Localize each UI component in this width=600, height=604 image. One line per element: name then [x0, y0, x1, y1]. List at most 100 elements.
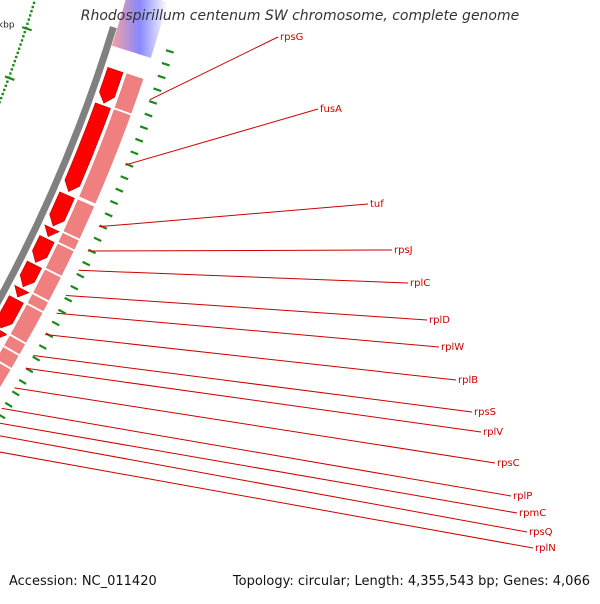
outer-tick	[11, 390, 20, 397]
gene-feature[interactable]	[63, 199, 95, 239]
scale-dot	[16, 51, 19, 55]
gene-feature[interactable]	[114, 73, 144, 114]
accession-label: Accession: NC_011420	[9, 574, 157, 589]
outer-tick	[135, 137, 144, 143]
label-leader	[1, 407, 512, 497]
major-tick	[4, 75, 15, 81]
outer-tick	[82, 260, 91, 267]
outer-tick	[93, 236, 102, 242]
gene-feature[interactable]	[33, 269, 61, 301]
cds-arrow[interactable]	[14, 284, 30, 298]
outer-tick	[87, 248, 97, 255]
scale-dot	[0, 100, 1, 104]
scale-dot	[6, 80, 9, 83]
outer-tick	[148, 100, 158, 105]
map-title: Rhodospirillum centenum SW chromosome, c…	[80, 8, 520, 24]
outer-tick	[109, 199, 119, 206]
gene-label[interactable]: rplP	[513, 491, 532, 502]
scale-ticks: 757 kbp758 kbp759 kbp760 kbp761 kbp762 k…	[0, 1, 174, 420]
gene-label[interactable]: tuf	[370, 199, 384, 210]
label-leader	[0, 435, 528, 533]
cds-arrow[interactable]	[99, 67, 124, 104]
label-leader	[14, 387, 496, 464]
scale-dot	[26, 22, 29, 25]
cds-arrow[interactable]	[64, 102, 111, 192]
outer-tick	[64, 296, 73, 303]
scale-dot	[31, 5, 34, 9]
scale-dot	[32, 1, 36, 5]
major-tick	[21, 26, 33, 32]
scale-dot	[13, 59, 17, 63]
outer-tick	[4, 401, 13, 408]
outer-tick	[0, 413, 6, 420]
scale-dot	[1, 92, 4, 96]
gene-feature[interactable]	[0, 361, 11, 392]
gene-feature[interactable]	[10, 304, 43, 343]
outer-tick	[38, 344, 47, 350]
gene-feature[interactable]	[4, 335, 26, 355]
cds-arrow[interactable]	[0, 295, 24, 329]
outer-tick	[157, 74, 166, 80]
outer-tick	[99, 224, 108, 230]
outer-tick	[51, 320, 60, 327]
scale-dot	[27, 18, 31, 21]
gene-label[interactable]: rpsQ	[529, 527, 553, 538]
gene-feature[interactable]	[79, 109, 131, 204]
scale-dot	[22, 35, 25, 38]
cds-arrow[interactable]	[49, 191, 75, 227]
gene-label[interactable]: rpsJ	[394, 245, 413, 256]
outer-tick	[25, 367, 34, 374]
gene-label[interactable]: rplV	[483, 427, 503, 438]
label-leader	[0, 422, 518, 514]
label-leader	[65, 294, 428, 321]
outer-tick	[32, 355, 41, 362]
scale-dot	[15, 55, 18, 59]
gene-label[interactable]: rpmC	[519, 508, 546, 519]
gene-feature[interactable]	[27, 294, 48, 312]
outer-tick	[57, 308, 67, 315]
label-leader	[33, 355, 473, 413]
label-leader	[98, 203, 369, 228]
gene-feature[interactable]	[45, 243, 74, 276]
cds-arrow[interactable]	[44, 224, 60, 237]
backbone	[0, 26, 117, 306]
label-leader	[87, 249, 393, 252]
outer-tick	[104, 212, 113, 218]
outer-tick	[70, 284, 79, 291]
partial-feature-top	[111, 0, 168, 59]
label-leader	[78, 269, 409, 284]
scale-dot	[4, 84, 8, 88]
outer-tick	[18, 378, 27, 385]
cds-arrow[interactable]	[0, 326, 7, 339]
outer-tick	[115, 187, 124, 193]
scale-dot	[23, 30, 26, 34]
backbone-ring	[0, 26, 117, 306]
outer-tick	[144, 112, 153, 118]
gene-label[interactable]: rpsS	[474, 407, 496, 418]
gene-label[interactable]: rplN	[535, 543, 556, 554]
gene-label[interactable]: rplB	[458, 375, 478, 386]
gene-label[interactable]: rpsG	[280, 32, 303, 43]
gene-label[interactable]: rplW	[441, 342, 464, 353]
label-leader	[125, 108, 319, 166]
outer-tick	[139, 125, 149, 131]
cds-arrow[interactable]	[19, 260, 42, 288]
gene-label[interactable]: rplD	[429, 315, 450, 326]
label-leader	[149, 36, 279, 101]
gene-label[interactable]: rpsC	[497, 458, 520, 469]
gene-feature[interactable]	[0, 347, 19, 368]
genome-summary: Topology: circular; Length: 4,355,543 bp…	[232, 574, 590, 589]
gene-feature[interactable]	[58, 233, 79, 250]
outer-tick	[120, 175, 129, 181]
gene-label[interactable]: fusA	[320, 104, 342, 115]
scale-dot	[9, 72, 12, 75]
outer-tick	[153, 87, 162, 93]
outer-tick	[161, 61, 170, 67]
scale-dot	[0, 96, 3, 100]
label-leader	[56, 312, 440, 348]
cds-arrow[interactable]	[32, 235, 55, 263]
gene-label[interactable]: rplC	[410, 278, 430, 289]
scale-dot	[12, 64, 15, 67]
